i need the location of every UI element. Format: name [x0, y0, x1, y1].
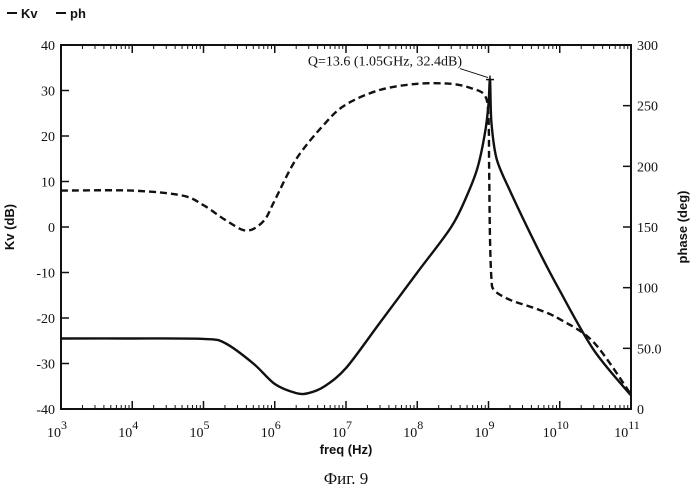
- x-tick-base: 10: [190, 426, 204, 441]
- y-left-axis-ticks: 40 30 20 10 0 -10 -20 -30 -40: [36, 39, 69, 418]
- figure-caption: Фиг. 9: [324, 469, 369, 488]
- series-line-ph: [60, 82, 632, 396]
- y-left-tick-label: -30: [36, 358, 55, 373]
- y-left-tick-label: 10: [41, 176, 55, 191]
- y-right-tick-label: 150: [637, 221, 658, 236]
- y-left-tick-label: -10: [36, 267, 55, 282]
- x-tick-base: 10: [403, 426, 417, 441]
- annotation: Q=13.6 (1.05GHz, 32.4dB): [308, 55, 495, 84]
- x-tick-label: 1011: [614, 418, 640, 441]
- y-left-tick-label: 30: [41, 85, 55, 100]
- x-tick-label: 107: [332, 418, 352, 441]
- x-tick-exponent: 6: [275, 418, 281, 432]
- y-left-tick-label: -20: [36, 312, 55, 327]
- y-right-tick-label: 0: [637, 403, 644, 418]
- x-tick-base: 10: [614, 426, 628, 441]
- peak-annotation-label: Q=13.6 (1.05GHz, 32.4dB): [308, 55, 462, 70]
- x-tick-label: 104: [118, 418, 138, 441]
- x-axis-label: freq (Hz): [320, 442, 373, 457]
- y-left-axis-label: Kv (dB): [2, 204, 17, 250]
- x-tick-base: 10: [47, 426, 61, 441]
- x-tick-label: 103: [47, 418, 67, 441]
- plot-frame: [60, 44, 632, 410]
- x-tick-label: 105: [190, 418, 210, 441]
- x-tick-label: 108: [403, 418, 423, 441]
- series-line-kv: [60, 78, 632, 397]
- annotation-leader: [459, 68, 489, 79]
- x-tick-exponent: 4: [132, 418, 138, 432]
- series-group: [60, 78, 632, 397]
- x-tick-base: 10: [261, 426, 275, 441]
- y-right-tick-label: 300: [637, 39, 658, 54]
- legend: Kv ph: [7, 6, 86, 21]
- x-tick-base: 10: [543, 426, 557, 441]
- y-right-tick-label: 200: [637, 160, 658, 175]
- x-tick-base: 10: [118, 426, 132, 441]
- y-right-tick-label: 100: [637, 282, 658, 297]
- x-tick-base: 10: [475, 426, 489, 441]
- x-tick-exponent: 11: [628, 418, 640, 432]
- x-tick-label: 1010: [543, 418, 569, 441]
- legend-label-kv: Kv: [21, 6, 38, 21]
- y-right-tick-label: 50.0: [637, 342, 662, 357]
- y-left-tick-label: 20: [41, 130, 55, 145]
- x-tick-exponent: 8: [417, 418, 423, 432]
- x-tick-exponent: 5: [204, 418, 210, 432]
- legend-label-ph: ph: [70, 6, 86, 21]
- x-tick-exponent: 7: [346, 418, 352, 432]
- x-tick-exponent: 3: [61, 418, 67, 432]
- y-right-axis-ticks: 300 250 200 150 100 50.0 0: [623, 39, 662, 418]
- x-tick-label: 106: [261, 418, 281, 441]
- y-right-axis-label: phase (deg): [675, 191, 690, 264]
- x-tick-exponent: 9: [489, 418, 495, 432]
- y-left-tick-label: -40: [36, 403, 55, 418]
- x-tick-label: 109: [475, 418, 495, 441]
- y-right-tick-label: 250: [637, 100, 658, 115]
- y-left-tick-label: 0: [48, 221, 55, 236]
- y-left-tick-label: 40: [41, 39, 55, 54]
- x-tick-exponent: 10: [557, 418, 569, 432]
- x-tick-base: 10: [332, 426, 346, 441]
